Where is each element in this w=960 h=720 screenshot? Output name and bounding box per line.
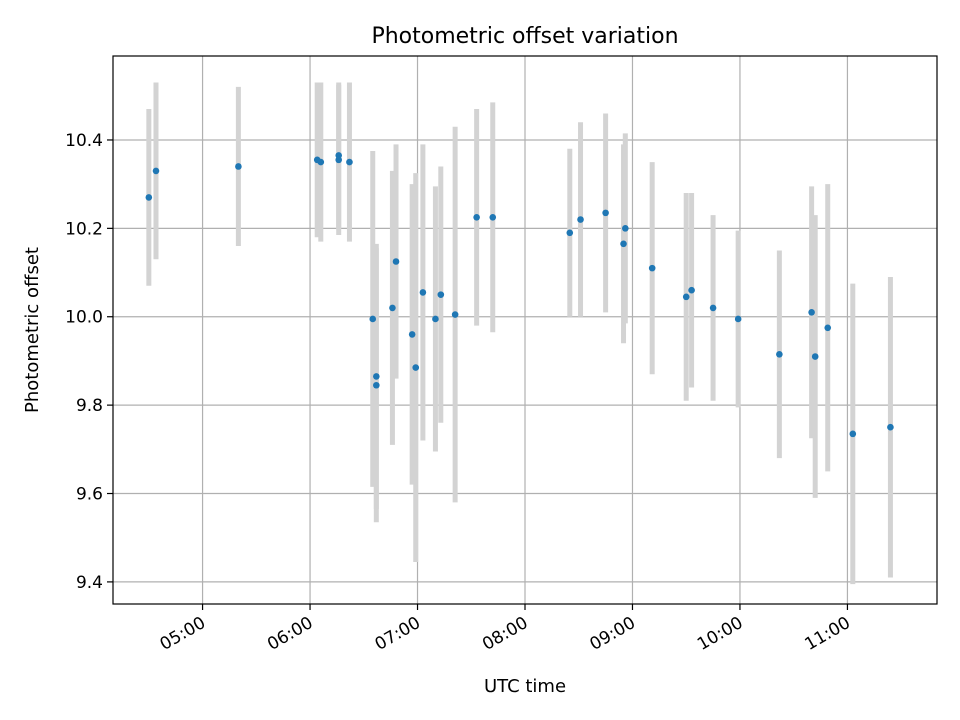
data-point — [709, 304, 717, 312]
data-point — [346, 158, 353, 166]
y-tick-label: 9.4 — [76, 573, 103, 593]
data-point — [373, 381, 380, 389]
chart-title: Photometric offset variation — [371, 24, 678, 49]
data-point — [887, 423, 894, 431]
data-point — [392, 258, 400, 265]
data-point — [335, 156, 343, 164]
y-axis-label: Photometric offset — [22, 247, 43, 413]
data-point — [473, 214, 480, 221]
data-point — [451, 311, 459, 318]
y-axis-ticks: 9.4 9.6 9.8 10.0 10.2 10.4 — [65, 131, 113, 593]
y-tick-label: 9.6 — [76, 485, 103, 505]
data-point — [489, 214, 497, 221]
data-point — [824, 324, 832, 332]
data-point — [317, 158, 325, 166]
data-point — [620, 240, 627, 248]
data-point — [419, 289, 427, 296]
y-tick-label: 10.2 — [65, 219, 103, 239]
data-point — [776, 351, 783, 358]
data-point — [734, 315, 742, 323]
data-point — [688, 286, 695, 294]
data-point — [602, 209, 609, 217]
data-point — [849, 430, 857, 438]
data-point — [373, 373, 380, 380]
data-point — [152, 167, 160, 175]
data-point — [412, 364, 420, 371]
y-tick-label: 10.0 — [65, 308, 103, 328]
data-points — [145, 152, 894, 438]
x-axis-label: UTC time — [484, 676, 566, 697]
data-point — [389, 304, 396, 312]
data-point — [577, 216, 584, 223]
data-point — [811, 353, 819, 360]
data-point — [408, 331, 416, 338]
data-point — [808, 309, 815, 316]
data-point — [437, 291, 445, 298]
data-point — [566, 229, 574, 237]
data-point — [369, 315, 377, 323]
data-point — [145, 194, 153, 201]
data-point — [622, 225, 629, 232]
data-point — [648, 264, 656, 272]
data-point — [682, 293, 690, 301]
y-tick-label: 9.8 — [76, 396, 103, 416]
data-point — [235, 163, 242, 170]
data-point — [432, 315, 439, 323]
y-tick-label: 10.4 — [65, 131, 103, 151]
